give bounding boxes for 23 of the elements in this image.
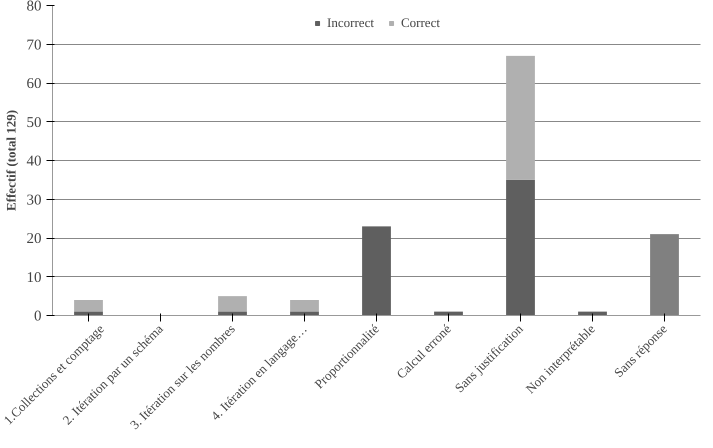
- legend-label: Incorrect: [327, 15, 374, 31]
- y-tick-label: 40: [26, 154, 42, 170]
- legend-label: Correct: [400, 15, 440, 31]
- bar: [506, 56, 535, 180]
- bar: [506, 180, 535, 316]
- y-tick-label: 30: [26, 192, 42, 208]
- y-tick-label: 10: [26, 270, 42, 286]
- y-tick-label: 70: [26, 37, 42, 54]
- bar: [362, 226, 391, 316]
- y-tick-label: 20: [26, 231, 42, 247]
- y-tick-label: 60: [26, 76, 42, 92]
- bar: [434, 312, 463, 316]
- bar: [290, 300, 319, 312]
- bar: [290, 312, 319, 316]
- bar: [578, 312, 607, 316]
- y-tick-label: 80: [26, 0, 42, 14]
- y-tick-label: 0: [34, 308, 42, 324]
- y-tick-label: 50: [26, 114, 42, 131]
- bar: [218, 312, 247, 316]
- bar: [74, 300, 103, 312]
- y-axis-title: Effectif (total 129): [4, 110, 18, 212]
- bar: [74, 312, 103, 316]
- bar: [218, 296, 247, 312]
